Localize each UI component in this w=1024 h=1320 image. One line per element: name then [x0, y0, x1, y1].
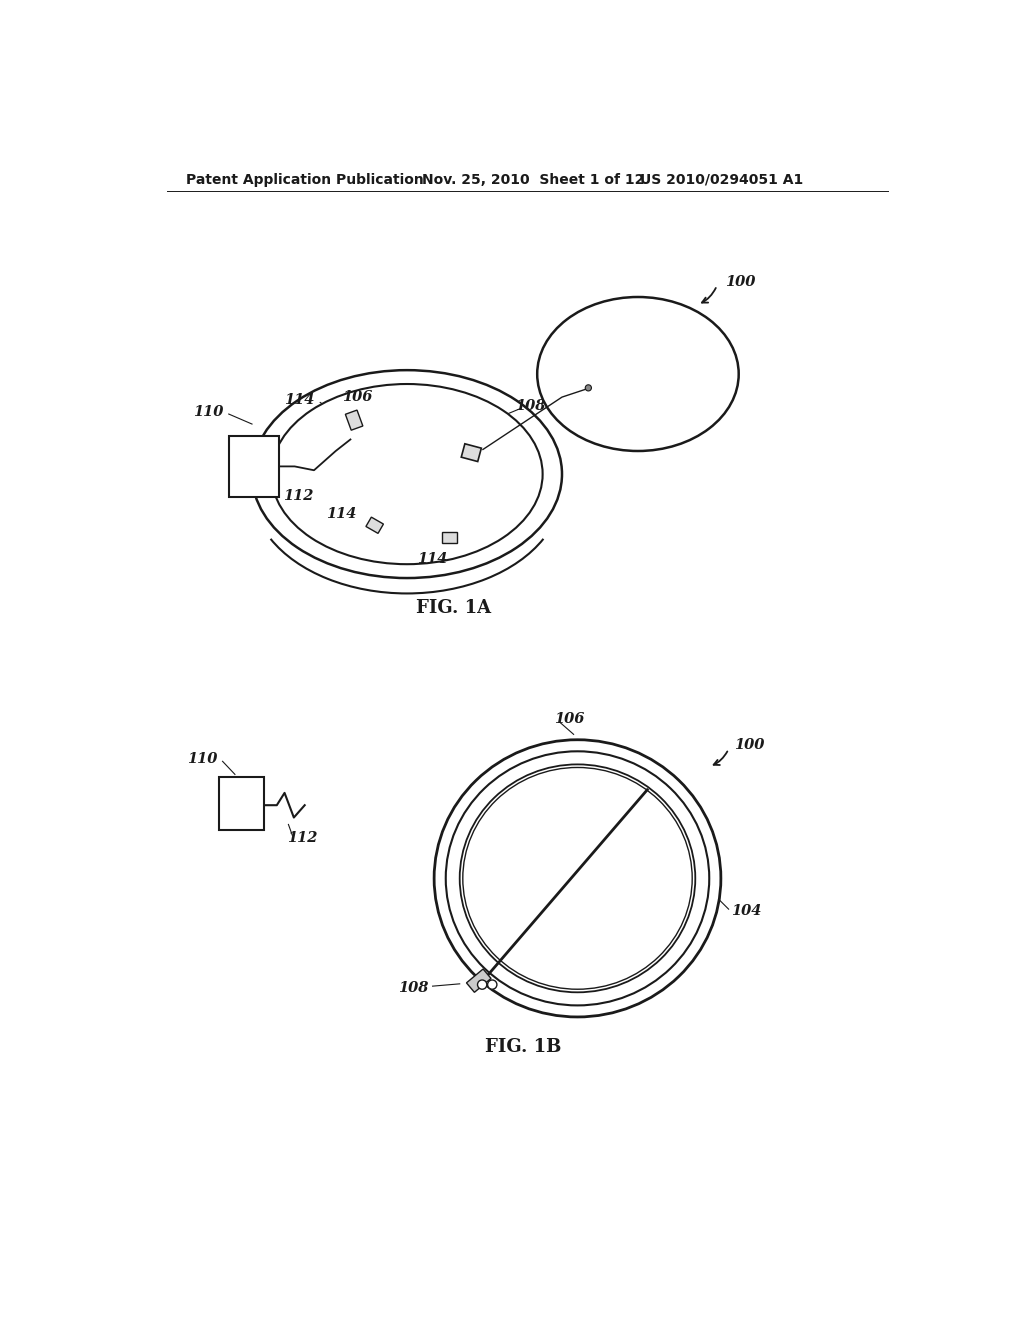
- Bar: [366, 517, 383, 533]
- Bar: [442, 532, 458, 543]
- Ellipse shape: [434, 739, 721, 1016]
- Text: 100: 100: [734, 738, 765, 752]
- Text: 104: 104: [731, 904, 761, 919]
- Circle shape: [487, 979, 497, 989]
- Ellipse shape: [271, 384, 543, 564]
- Text: Nov. 25, 2010  Sheet 1 of 12: Nov. 25, 2010 Sheet 1 of 12: [423, 173, 645, 187]
- Text: 110: 110: [193, 405, 223, 420]
- Text: 112: 112: [287, 830, 317, 845]
- Ellipse shape: [460, 764, 695, 993]
- Text: 108: 108: [515, 400, 546, 413]
- Bar: [345, 411, 362, 430]
- Text: 106: 106: [554, 711, 585, 726]
- Text: 104: 104: [594, 313, 625, 327]
- Bar: [461, 444, 481, 462]
- Ellipse shape: [538, 297, 738, 451]
- Circle shape: [477, 979, 486, 989]
- Text: 106: 106: [342, 391, 372, 404]
- Text: 110: 110: [186, 752, 217, 766]
- Text: 112: 112: [283, 488, 313, 503]
- Ellipse shape: [445, 751, 710, 1006]
- Circle shape: [586, 385, 592, 391]
- Text: 100: 100: [725, 275, 755, 289]
- Bar: [467, 969, 492, 993]
- Ellipse shape: [463, 767, 692, 989]
- Text: 108: 108: [398, 981, 429, 995]
- Text: 114: 114: [284, 393, 314, 407]
- Bar: [228, 436, 280, 498]
- Text: 114: 114: [326, 507, 356, 521]
- Text: Patent Application Publication: Patent Application Publication: [186, 173, 424, 187]
- Text: 114: 114: [417, 552, 447, 566]
- Text: US 2010/0294051 A1: US 2010/0294051 A1: [640, 173, 803, 187]
- Bar: [219, 777, 264, 830]
- Text: FIG. 1A: FIG. 1A: [416, 599, 492, 616]
- Text: FIG. 1B: FIG. 1B: [485, 1038, 561, 1056]
- Ellipse shape: [252, 370, 562, 578]
